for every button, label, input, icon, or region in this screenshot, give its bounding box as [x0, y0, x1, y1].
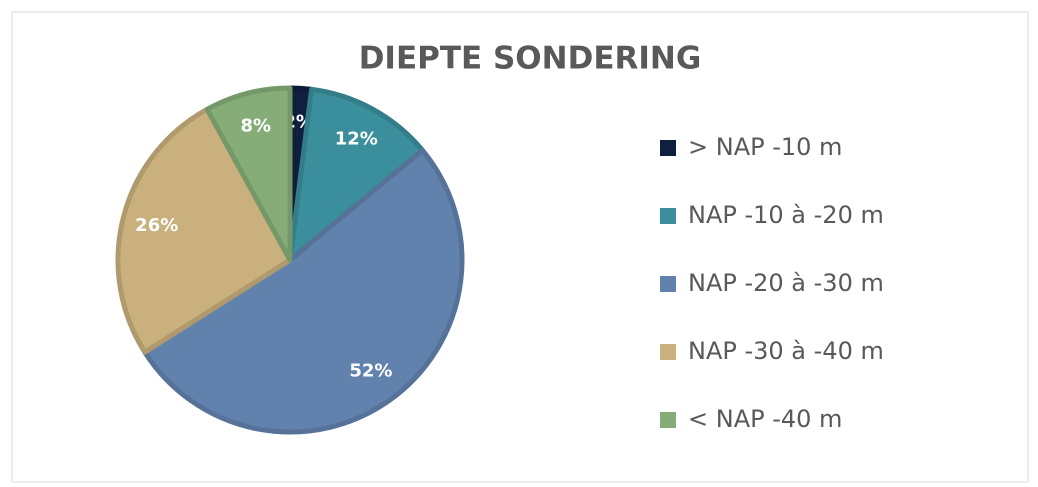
legend-label: > NAP -10 m	[688, 133, 842, 161]
legend-swatch	[660, 344, 676, 360]
data-label: 52%	[349, 360, 392, 381]
slice-group	[287, 86, 426, 263]
slice-edge	[142, 147, 465, 435]
slice-group	[115, 106, 293, 355]
legend-label: < NAP -40 m	[688, 405, 842, 433]
slice-edge	[287, 86, 426, 263]
legend-label: NAP -30 à -40 m	[688, 337, 884, 365]
legend-swatch	[660, 276, 676, 292]
data-label: 26%	[135, 215, 178, 236]
pie-slice	[115, 106, 293, 355]
slice-edge	[115, 106, 293, 355]
slice-edge	[204, 85, 293, 263]
pie-slice	[204, 85, 293, 263]
legend-swatch	[660, 208, 676, 224]
slice-group	[204, 85, 293, 263]
pie-slice	[287, 86, 426, 263]
pie-slice	[142, 147, 465, 435]
legend-swatch	[660, 140, 676, 156]
legend-label: NAP -10 à -20 m	[688, 201, 884, 229]
legend-label: NAP -20 à -30 m	[688, 269, 884, 297]
data-label: 12%	[335, 128, 378, 149]
data-label: 8%	[240, 116, 271, 137]
slice-group	[142, 147, 465, 435]
chart-title: DIEPTE SONDERING	[359, 41, 702, 77]
legend-swatch	[660, 412, 676, 428]
